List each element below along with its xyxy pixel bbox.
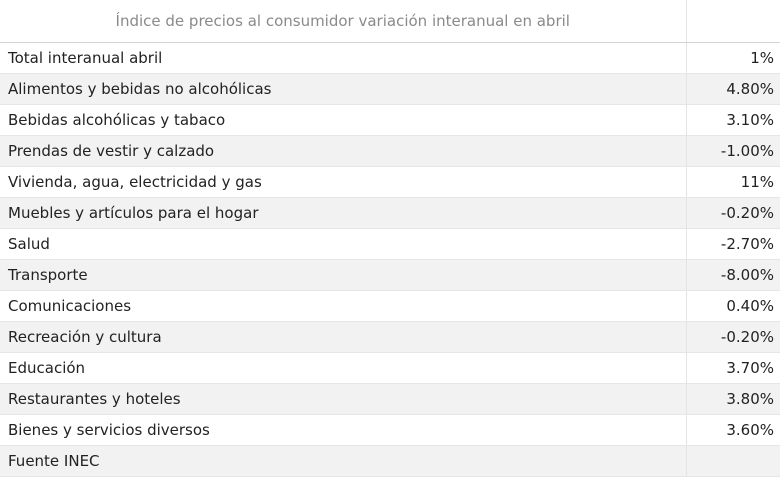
table-row: Educación 3.70%: [0, 352, 780, 384]
row-label: Transporte: [0, 259, 687, 291]
source-row: Fuente INEC: [0, 445, 780, 477]
row-value: 0.40%: [686, 290, 780, 322]
row-label: Prendas de vestir y calzado: [0, 135, 687, 167]
table-row: Prendas de vestir y calzado -1.00%: [0, 135, 780, 167]
row-value: 4.80%: [686, 73, 780, 105]
table-header-row: Índice de precios al consumidor variació…: [0, 0, 780, 43]
row-label: Salud: [0, 228, 687, 260]
table-row: Transporte -8.00%: [0, 259, 780, 291]
value-column-header: [686, 0, 780, 43]
row-label: Comunicaciones: [0, 290, 687, 322]
row-value: 11%: [686, 166, 780, 198]
source-value: [686, 445, 780, 477]
row-value: -2.70%: [686, 228, 780, 260]
table-row: Muebles y artículos para el hogar -0.20%: [0, 197, 780, 229]
row-value: -0.20%: [686, 321, 780, 353]
row-label: Bienes y servicios diversos: [0, 414, 687, 446]
row-label: Educación: [0, 352, 687, 384]
table-row: Total interanual abril 1%: [0, 42, 780, 74]
row-label: Recreación y cultura: [0, 321, 687, 353]
row-label: Vivienda, agua, electricidad y gas: [0, 166, 687, 198]
table-row: Salud -2.70%: [0, 228, 780, 260]
table-row: Alimentos y bebidas no alcohólicas 4.80%: [0, 73, 780, 105]
row-value: -0.20%: [686, 197, 780, 229]
table-title: Índice de precios al consumidor variació…: [0, 0, 687, 43]
row-value: -8.00%: [686, 259, 780, 291]
row-value: 3.10%: [686, 104, 780, 136]
table-row: Restaurantes y hoteles 3.80%: [0, 383, 780, 415]
row-label: Alimentos y bebidas no alcohólicas: [0, 73, 687, 105]
row-value: 1%: [686, 42, 780, 74]
table-row: Bienes y servicios diversos 3.60%: [0, 414, 780, 446]
row-label: Bebidas alcohólicas y tabaco: [0, 104, 687, 136]
table-body: Total interanual abril 1% Alimentos y be…: [0, 42, 780, 477]
row-value: 3.80%: [686, 383, 780, 415]
row-label: Muebles y artículos para el hogar: [0, 197, 687, 229]
table-row: Vivienda, agua, electricidad y gas 11%: [0, 166, 780, 198]
row-value: -1.00%: [686, 135, 780, 167]
row-value: 3.60%: [686, 414, 780, 446]
table-row: Recreación y cultura -0.20%: [0, 321, 780, 353]
row-label: Total interanual abril: [0, 42, 687, 74]
table-row: Comunicaciones 0.40%: [0, 290, 780, 322]
source-label: Fuente INEC: [0, 445, 687, 477]
row-value: 3.70%: [686, 352, 780, 384]
row-label: Restaurantes y hoteles: [0, 383, 687, 415]
table-row: Bebidas alcohólicas y tabaco 3.10%: [0, 104, 780, 136]
